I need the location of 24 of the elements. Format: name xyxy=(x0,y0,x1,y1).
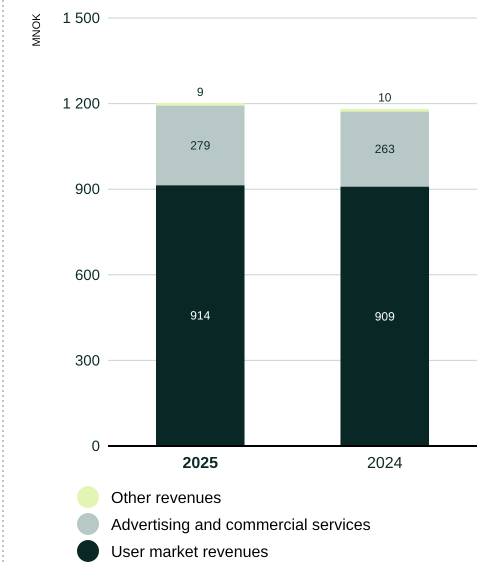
data-label: 909 xyxy=(374,309,396,324)
bar xyxy=(156,106,245,186)
data-label: 279 xyxy=(190,138,211,152)
legend-label: User market revenues xyxy=(111,544,268,561)
data-label: 10 xyxy=(378,90,392,105)
x-tick-label: 2024 xyxy=(366,455,403,472)
y-tick-label: 300 xyxy=(74,352,100,370)
legend-label: Other revenues xyxy=(111,490,222,507)
y-axis-title: MNOK xyxy=(31,12,43,46)
bar xyxy=(340,186,430,446)
bar xyxy=(340,112,430,187)
bar xyxy=(340,108,430,112)
bar xyxy=(156,185,245,446)
y-tick-label: 1 200 xyxy=(62,96,100,113)
data-label: 9 xyxy=(196,85,204,100)
y-tick-label: 1 500 xyxy=(62,10,100,27)
y-tick-label: 0 xyxy=(92,438,100,455)
y-tick-label: 600 xyxy=(74,266,100,284)
y-tick-label: 900 xyxy=(74,181,100,198)
x-tick-label: 2025 xyxy=(182,455,218,472)
bar xyxy=(156,103,245,106)
data-label: 263 xyxy=(374,142,396,156)
legend-label: Advertising and commercial services xyxy=(111,517,371,534)
data-label: 914 xyxy=(190,308,211,323)
